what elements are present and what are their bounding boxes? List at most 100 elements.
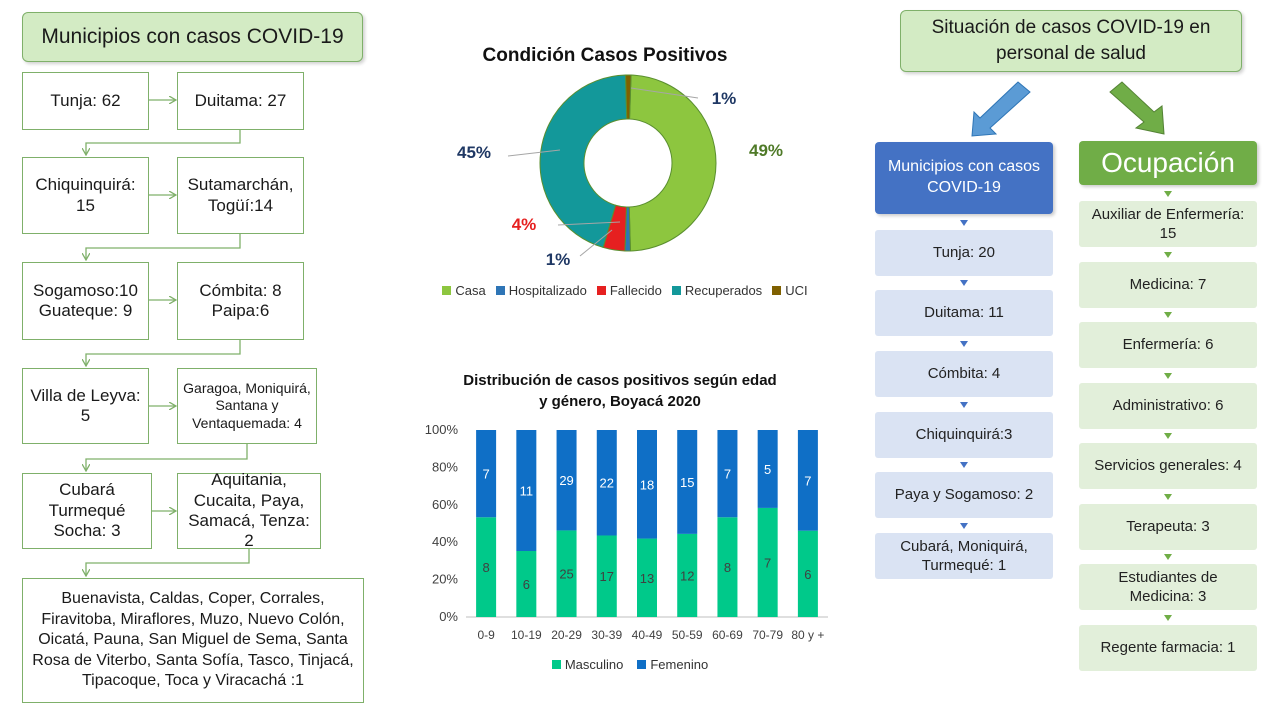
y-tick-label: 100% bbox=[425, 422, 459, 437]
x-tick-label: 10-19 bbox=[511, 628, 542, 642]
leader-line bbox=[579, 229, 613, 257]
bar-title: Distribución de casos positivos según ed… bbox=[440, 370, 800, 412]
slice-label-recuperados: 45% bbox=[457, 143, 491, 162]
right-title: Situación de casos COVID-19 en personal … bbox=[900, 10, 1242, 72]
bar-value-masculino: 17 bbox=[600, 569, 614, 584]
bar-value-masculino: 6 bbox=[804, 567, 811, 582]
bar-femenino bbox=[516, 430, 537, 551]
arrow-down-icon bbox=[1164, 615, 1172, 621]
bar-title-line1: Distribución de casos positivos según ed… bbox=[463, 372, 777, 389]
bar-value-femenino: 7 bbox=[724, 467, 731, 482]
legend-item-uci: UCI bbox=[772, 283, 808, 298]
x-tick-label: 0-9 bbox=[477, 628, 495, 642]
x-tick-label: 30-39 bbox=[591, 628, 622, 642]
slice-label-uci: 1% bbox=[712, 89, 737, 108]
leader-line bbox=[557, 221, 621, 226]
ocupacion-item: Regente farmacia: 1 bbox=[1079, 625, 1257, 671]
slice-label-hospitalizado: 1% bbox=[546, 250, 571, 269]
x-tick-label: 50-59 bbox=[672, 628, 703, 642]
ocupacion-item: Estudiantes de Medicina: 3 bbox=[1079, 564, 1257, 610]
box-sogamoso: Sogamoso:10 Guateque: 9 bbox=[22, 262, 149, 340]
box-duitama: Duitama: 27 bbox=[177, 72, 304, 130]
bar-chart: 0% 20% 40% 60% 80% 100% 8 7 0-9 6 11 10-19 25 29 20-29… bbox=[425, 422, 828, 642]
bar-value-femenino: 11 bbox=[520, 484, 534, 499]
ocupacion-item: Enfermería: 6 bbox=[1079, 322, 1257, 368]
municipios-salud-header: Municipios con casos COVID-19 bbox=[875, 142, 1053, 214]
slice-label-fallecido: 4% bbox=[512, 215, 537, 234]
box-chiquinquira: Chiquinquirá: 15 bbox=[22, 157, 149, 234]
arrow-down-icon bbox=[1164, 494, 1172, 500]
arrow-down-icon bbox=[1164, 191, 1172, 197]
legend-swatch bbox=[671, 286, 681, 295]
arrow-down-icon bbox=[960, 523, 968, 529]
legend-swatch bbox=[772, 286, 782, 295]
y-tick-label: 0% bbox=[439, 609, 458, 624]
arrow-down-icon bbox=[1164, 433, 1172, 439]
x-tick-label: 20-29 bbox=[551, 628, 582, 642]
donut-title: Condición Casos Positivos bbox=[482, 45, 728, 66]
municipio-salud-item: Cubará, Moniquirá, Turmequé: 1 bbox=[875, 533, 1053, 579]
municipio-salud-item: Chiquinquirá:3 bbox=[875, 412, 1053, 458]
box-villa-de-leyva: Villa de Leyva: 5 bbox=[22, 368, 149, 444]
municipio-salud-item: Duitama: 11 bbox=[875, 290, 1053, 336]
bar-value-femenino: 22 bbox=[600, 476, 614, 491]
bar-value-masculino: 25 bbox=[559, 567, 573, 582]
box-garagoa: Garagoa, Moniquirá, Santana y Ventaquema… bbox=[177, 368, 317, 444]
bar-femenino bbox=[677, 430, 698, 534]
bar-masculino bbox=[476, 517, 497, 617]
y-tick-label: 20% bbox=[432, 572, 458, 587]
legend-item-femenino: Femenino bbox=[637, 657, 708, 672]
legend-swatch bbox=[551, 660, 561, 669]
bar-value-masculino: 8 bbox=[724, 560, 731, 575]
box-remaining-municipios: Buenavista, Caldas, Coper, Corrales, Fir… bbox=[22, 578, 364, 703]
arrow-down-icon bbox=[960, 402, 968, 408]
bar-value-femenino: 15 bbox=[680, 475, 694, 490]
ocupacion-header: Ocupación bbox=[1079, 141, 1257, 185]
ocupacion-item: Auxiliar de Enfermería: 15 bbox=[1079, 201, 1257, 247]
x-tick-label: 70-79 bbox=[752, 628, 783, 642]
x-tick-label: 60-69 bbox=[712, 628, 743, 642]
bar-title-line2: y género, Boyacá 2020 bbox=[539, 393, 701, 410]
left-title: Municipios con casos COVID-19 bbox=[22, 12, 363, 62]
donut-legend: Casa Hospitalizado Fallecido Recuperados UCI bbox=[420, 283, 830, 298]
bar-value-masculino: 8 bbox=[482, 560, 489, 575]
bar-value-femenino: 7 bbox=[804, 473, 811, 488]
legend-swatch bbox=[596, 286, 606, 295]
y-tick-label: 40% bbox=[432, 534, 458, 549]
green-arrow-icon bbox=[1109, 81, 1165, 135]
box-aquitania: Aquitania, Cucaita, Paya, Samacá, Tenza:… bbox=[177, 470, 321, 550]
legend-item-casa: Casa bbox=[442, 283, 486, 298]
bar-masculino bbox=[637, 538, 657, 617]
box-tunja: Tunja: 62 bbox=[22, 72, 149, 130]
legend-label: Masculino bbox=[564, 657, 624, 672]
slice-recuperados bbox=[539, 74, 628, 249]
bar-masculino bbox=[596, 535, 617, 617]
arrow-down-icon bbox=[960, 341, 968, 347]
bar-value-masculino: 12 bbox=[680, 568, 694, 583]
y-tick-label: 60% bbox=[432, 497, 458, 512]
legend-swatch bbox=[442, 286, 452, 295]
slice-uci bbox=[625, 74, 632, 120]
legend-label: Casa bbox=[455, 283, 486, 298]
bar-masculino bbox=[516, 551, 537, 617]
leader-line bbox=[630, 87, 699, 99]
legend-label: Fallecido bbox=[609, 283, 662, 298]
legend-swatch bbox=[637, 660, 647, 669]
box-combita: Cómbita: 8 Paipa:6 bbox=[177, 262, 304, 340]
legend-item-masculino: Masculino bbox=[551, 657, 624, 672]
bar-value-masculino: 13 bbox=[640, 571, 654, 586]
legend-label: UCI bbox=[785, 283, 808, 298]
arrow-down-icon bbox=[960, 220, 968, 226]
arrow-down-icon bbox=[960, 462, 968, 468]
legend-label: Femenino bbox=[650, 657, 709, 672]
legend-swatch bbox=[495, 286, 505, 295]
bar-value-femenino: 7 bbox=[482, 467, 489, 482]
arrow-down-icon bbox=[1164, 373, 1172, 379]
bar-masculino bbox=[677, 533, 698, 617]
bar-masculino bbox=[797, 530, 818, 617]
bar-value-femenino: 29 bbox=[559, 473, 573, 488]
bar-femenino bbox=[797, 430, 818, 531]
legend-item-hospitalizado: Hospitalizado bbox=[495, 283, 587, 298]
municipio-salud-item: Paya y Sogamoso: 2 bbox=[875, 472, 1053, 518]
bar-legend: Masculino Femenino bbox=[480, 657, 780, 672]
